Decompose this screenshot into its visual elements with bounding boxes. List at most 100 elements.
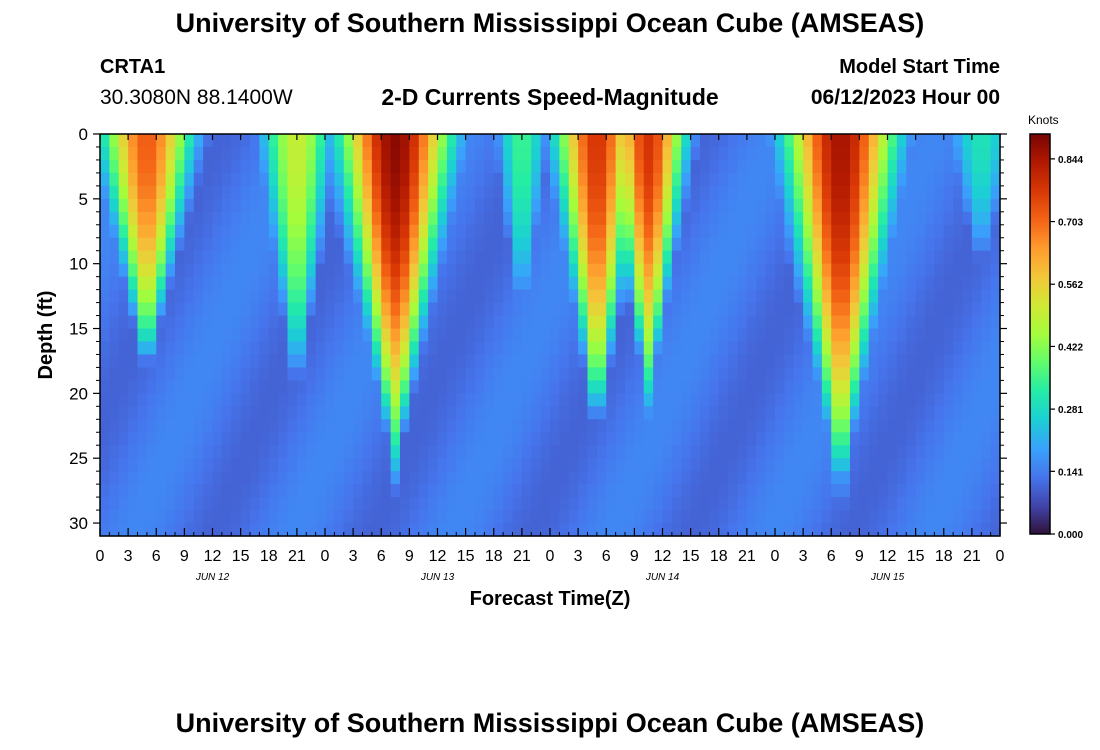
heatmap-cell [943,445,954,459]
heatmap-cell [137,185,148,200]
heatmap-cell [165,172,176,187]
heatmap-cell [250,510,260,524]
heatmap-cell [456,458,467,472]
heatmap-cell [962,134,973,148]
heatmap-cell [831,315,842,330]
heatmap-cell [746,302,757,317]
heatmap-cell [446,523,457,537]
heatmap-cell [775,510,785,524]
heatmap-cell [765,289,776,304]
heatmap-cell [418,172,429,187]
x-tick-label: 9 [855,548,864,565]
heatmap-cell [212,497,223,511]
heatmap-cell [915,315,926,330]
heatmap-cell [259,315,270,330]
heatmap-cell [212,146,223,161]
heatmap-cell [203,263,214,278]
heatmap-cell [943,159,954,174]
heatmap-cell [250,159,260,174]
heatmap-cell [137,198,148,213]
heatmap-cell [775,224,785,239]
heatmap-cell [765,315,776,330]
heatmap-cell [296,354,307,369]
heatmap-cell [390,510,401,524]
heatmap-cell [953,471,964,485]
heatmap-cell [625,432,635,446]
heatmap-cell [362,432,373,446]
heatmap-cell [671,510,682,524]
heatmap-cell [718,471,729,485]
heatmap-cell [887,198,898,213]
heatmap-cell [690,224,701,239]
heatmap-cell [503,432,514,446]
x-tick-label: 15 [907,548,925,565]
heatmap-cell [653,315,664,330]
heatmap-cell [728,341,739,356]
heatmap-cell [868,458,879,472]
heatmap-cell [390,237,401,252]
heatmap-cell [221,302,232,317]
heatmap-cell [812,276,823,291]
heatmap-cell [118,134,129,148]
heatmap-cell [756,276,767,291]
heatmap-cell [250,289,260,304]
heatmap-cell [493,250,504,265]
heatmap-cell [850,172,860,187]
heatmap-cell [587,341,598,356]
heatmap-cell [756,224,767,239]
heatmap-cell [821,367,832,381]
heatmap-cell [118,367,129,381]
heatmap-cell [887,354,898,369]
heatmap-cell [681,159,692,174]
heatmap-cell [615,198,626,213]
heatmap-cell [409,341,420,356]
colorbar-tick-label: 0.281 [1058,405,1083,416]
heatmap-cell [250,393,260,407]
heatmap-cell [728,354,739,369]
heatmap-cell [840,211,851,226]
heatmap-cell [381,276,392,291]
heatmap-cell [653,510,664,524]
heatmap-cell [353,380,364,394]
heatmap-cell [381,510,392,524]
heatmap-cell [718,289,729,304]
heatmap-cell [906,445,917,459]
heatmap-cell [521,354,532,369]
heatmap-cell [887,302,898,317]
heatmap-cell [934,250,945,265]
heatmap-cell [128,523,139,537]
heatmap-cell [381,146,392,161]
heatmap-cell [671,198,682,213]
heatmap-cell [100,393,110,407]
heatmap-cell [831,341,842,356]
heatmap-cell [896,276,907,291]
heatmap-cell [700,510,710,524]
heatmap-cell [259,380,270,394]
heatmap-cell [831,146,842,161]
heatmap-cell [850,432,860,446]
heatmap-cell [596,497,607,511]
heatmap-cell [400,276,410,291]
heatmap-cell [578,471,589,485]
heatmap-cell [343,484,354,498]
heatmap-cell [615,445,626,459]
heatmap-cell [850,523,860,537]
heatmap-cell [259,250,270,265]
heatmap-cell [268,367,279,381]
heatmap-cell [737,510,748,524]
heatmap-cell [671,523,682,537]
x-tick-label: 15 [682,548,700,565]
heatmap-cell [906,224,917,239]
heatmap-cell [615,224,626,239]
heatmap-cell [287,458,298,472]
heatmap-cell [334,445,345,459]
heatmap-cell [521,328,532,343]
heatmap-cell [465,354,476,369]
heatmap-cell [793,263,804,278]
heatmap-cell [371,341,382,356]
heatmap-cell [531,315,542,330]
heatmap-cell [934,328,945,343]
heatmap-cell [990,185,1001,200]
heatmap-cell [934,198,945,213]
heatmap-cell [381,458,392,472]
